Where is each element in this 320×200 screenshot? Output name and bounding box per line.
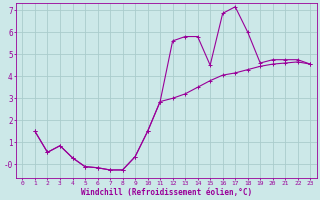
X-axis label: Windchill (Refroidissement éolien,°C): Windchill (Refroidissement éolien,°C) [81,188,252,197]
